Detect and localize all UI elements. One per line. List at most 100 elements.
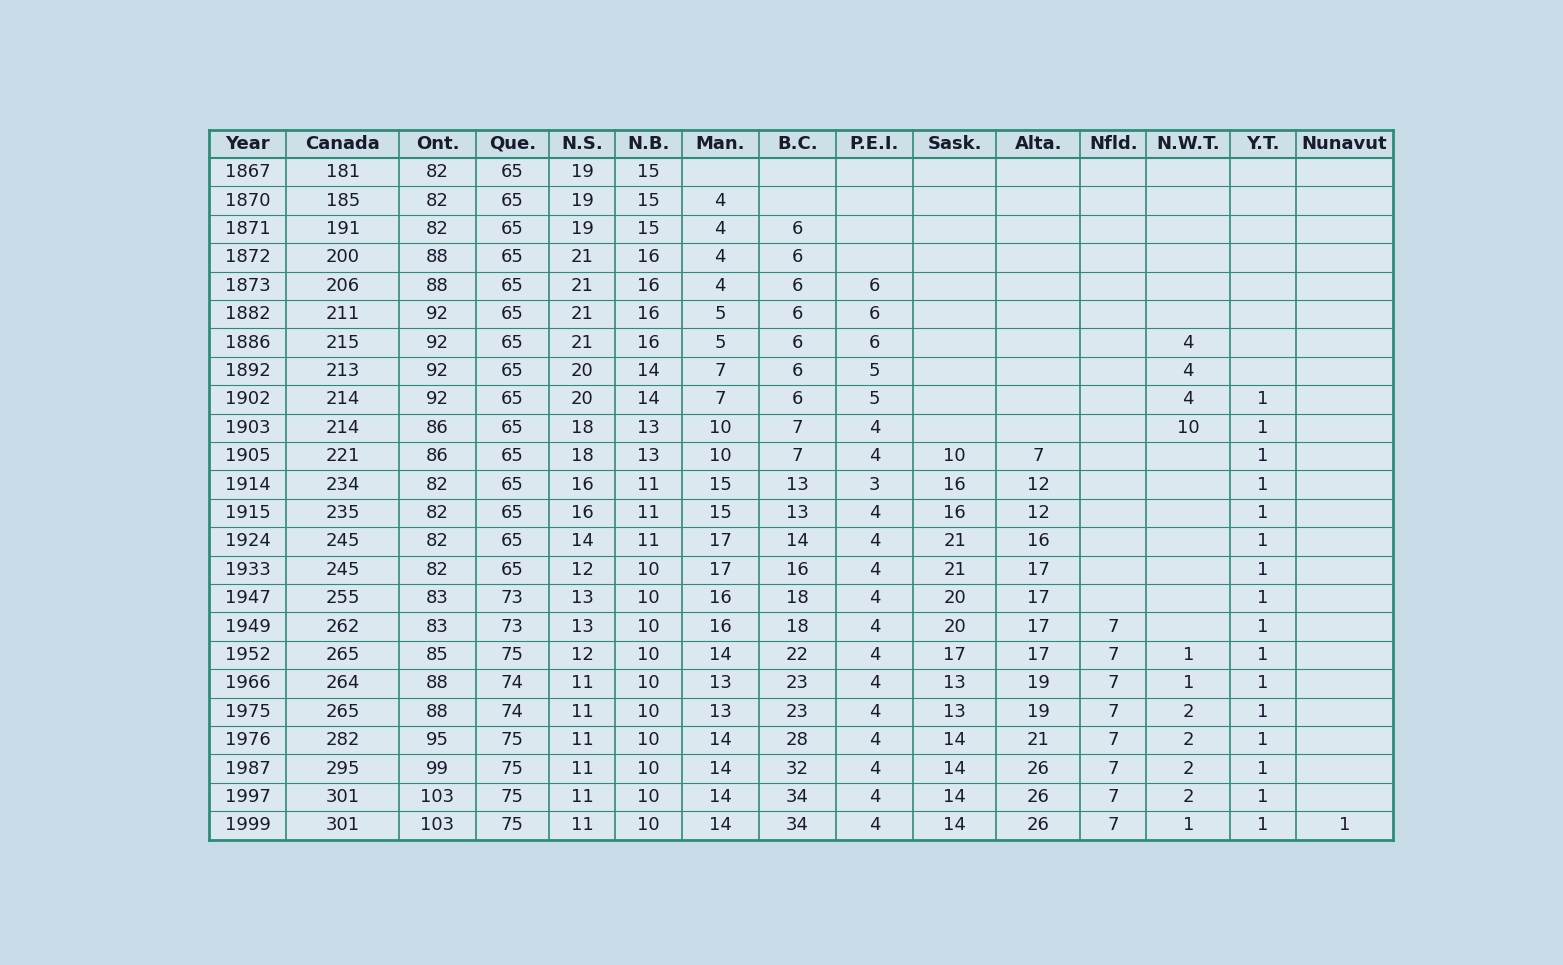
Text: 65: 65 <box>502 248 524 266</box>
Text: 16: 16 <box>1027 533 1050 550</box>
Text: 213: 213 <box>325 362 359 380</box>
Text: 16: 16 <box>638 334 660 351</box>
Text: 200: 200 <box>325 248 359 266</box>
Text: 1976: 1976 <box>225 731 270 749</box>
Text: 191: 191 <box>325 220 359 238</box>
Text: 1: 1 <box>1258 561 1269 579</box>
Text: 10: 10 <box>638 675 660 693</box>
Text: 6: 6 <box>791 248 803 266</box>
Text: 14: 14 <box>638 362 660 380</box>
Text: 82: 82 <box>427 476 449 494</box>
Text: 14: 14 <box>944 816 966 835</box>
Text: 1966: 1966 <box>225 675 270 693</box>
Text: 19: 19 <box>570 220 594 238</box>
Text: 5: 5 <box>714 334 725 351</box>
Text: 4: 4 <box>1183 362 1194 380</box>
Text: 21: 21 <box>570 334 594 351</box>
Text: 12: 12 <box>1027 504 1050 522</box>
Text: 73: 73 <box>500 590 524 607</box>
Text: 1871: 1871 <box>225 220 270 238</box>
Text: 17: 17 <box>1027 561 1050 579</box>
Text: 10: 10 <box>638 759 660 778</box>
Text: 13: 13 <box>944 675 966 693</box>
Text: 5: 5 <box>869 391 880 408</box>
Text: 65: 65 <box>502 163 524 181</box>
Text: 21: 21 <box>570 248 594 266</box>
Text: 1: 1 <box>1258 675 1269 693</box>
Text: 14: 14 <box>944 788 966 806</box>
Text: 5: 5 <box>714 305 725 323</box>
Text: 1: 1 <box>1339 816 1350 835</box>
Text: Nfld.: Nfld. <box>1089 135 1138 152</box>
Text: 3: 3 <box>869 476 880 494</box>
Text: 10: 10 <box>638 561 660 579</box>
Text: 65: 65 <box>502 504 524 522</box>
Text: 17: 17 <box>1027 646 1050 664</box>
Text: 4: 4 <box>869 788 880 806</box>
Text: 16: 16 <box>570 504 594 522</box>
Text: 1987: 1987 <box>225 759 270 778</box>
Text: Year: Year <box>225 135 270 152</box>
Text: 215: 215 <box>325 334 359 351</box>
Text: 65: 65 <box>502 192 524 209</box>
Text: 15: 15 <box>638 163 660 181</box>
Text: 14: 14 <box>570 533 594 550</box>
Text: 17: 17 <box>708 561 731 579</box>
Text: 1882: 1882 <box>225 305 270 323</box>
Text: 4: 4 <box>869 419 880 437</box>
Text: 13: 13 <box>638 419 660 437</box>
Text: 14: 14 <box>708 759 731 778</box>
Text: 16: 16 <box>638 305 660 323</box>
Text: 16: 16 <box>638 277 660 295</box>
Text: 7: 7 <box>1033 447 1044 465</box>
Text: 4: 4 <box>1183 391 1194 408</box>
Text: 22: 22 <box>786 646 808 664</box>
Text: Ont.: Ont. <box>416 135 460 152</box>
Text: 21: 21 <box>944 561 966 579</box>
Text: 28: 28 <box>786 731 808 749</box>
Text: 17: 17 <box>1027 618 1050 636</box>
Text: 83: 83 <box>427 590 449 607</box>
Text: 6: 6 <box>791 305 803 323</box>
Text: 21: 21 <box>944 533 966 550</box>
Text: 88: 88 <box>427 675 449 693</box>
Text: 34: 34 <box>786 816 808 835</box>
Text: 19: 19 <box>570 163 594 181</box>
Text: 88: 88 <box>427 277 449 295</box>
Text: 15: 15 <box>638 192 660 209</box>
Text: 26: 26 <box>1027 759 1050 778</box>
Text: 295: 295 <box>325 759 359 778</box>
Text: 7: 7 <box>1108 675 1119 693</box>
Bar <box>209 129 1393 158</box>
Text: 301: 301 <box>325 816 359 835</box>
Text: 1: 1 <box>1258 816 1269 835</box>
Text: 4: 4 <box>869 759 880 778</box>
Text: 235: 235 <box>325 504 359 522</box>
Text: 16: 16 <box>786 561 808 579</box>
Text: 4: 4 <box>714 220 725 238</box>
Text: 2: 2 <box>1183 759 1194 778</box>
Text: 1902: 1902 <box>225 391 270 408</box>
Text: 75: 75 <box>500 731 524 749</box>
Text: 1975: 1975 <box>225 703 270 721</box>
Text: 65: 65 <box>502 362 524 380</box>
Text: 32: 32 <box>786 759 808 778</box>
Text: 20: 20 <box>570 391 594 408</box>
Text: 65: 65 <box>502 305 524 323</box>
Text: Y.T.: Y.T. <box>1246 135 1280 152</box>
Text: Man.: Man. <box>696 135 746 152</box>
Text: 17: 17 <box>1027 590 1050 607</box>
Text: 4: 4 <box>869 504 880 522</box>
Text: 1915: 1915 <box>225 504 270 522</box>
Text: 86: 86 <box>427 419 449 437</box>
Text: 11: 11 <box>638 533 660 550</box>
Text: 4: 4 <box>869 675 880 693</box>
Text: 262: 262 <box>325 618 359 636</box>
Text: 1: 1 <box>1258 533 1269 550</box>
Text: 82: 82 <box>427 561 449 579</box>
Text: 10: 10 <box>638 731 660 749</box>
Text: 86: 86 <box>427 447 449 465</box>
Text: 92: 92 <box>427 334 449 351</box>
Text: 1924: 1924 <box>225 533 270 550</box>
Text: 7: 7 <box>791 447 803 465</box>
